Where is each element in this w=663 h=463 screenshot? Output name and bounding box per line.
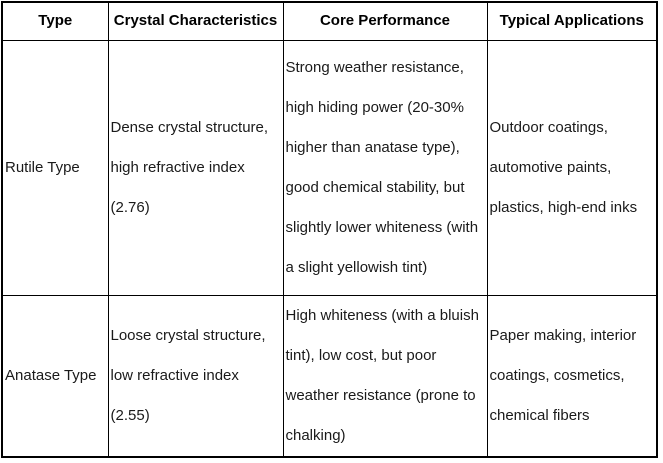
col-header-type: Type: [1, 1, 109, 41]
col-header-crystal-characteristics: Crystal Characteristics: [107, 1, 284, 41]
table-row-rutile: Rutile Type Dense crystal structure, hig…: [1, 39, 658, 296]
col-header-typical-applications: Typical Applications: [486, 1, 658, 41]
cell-anatase-performance: High whiteness (with a bluish tint), low…: [282, 294, 488, 457]
table-row-anatase: Anatase Type Loose crystal structure, lo…: [1, 294, 658, 457]
col-header-core-performance: Core Performance: [282, 1, 488, 41]
cell-rutile-type: Rutile Type: [1, 39, 109, 296]
cell-anatase-crystal: Loose crystal structure, low refractive …: [107, 294, 284, 457]
cell-anatase-applications: Paper making, interior coatings, cosmeti…: [486, 294, 658, 457]
cell-rutile-performance: Strong weather resistance, high hiding p…: [282, 39, 488, 296]
header-row: Type Crystal Characteristics Core Perfor…: [1, 1, 658, 41]
cell-rutile-applications: Outdoor coatings, automotive paints, pla…: [486, 39, 658, 296]
tio2-comparison-table: Type Crystal Characteristics Core Perfor…: [1, 1, 658, 458]
cell-rutile-crystal: Dense crystal structure, high refractive…: [107, 39, 284, 296]
cell-anatase-type: Anatase Type: [1, 294, 109, 457]
